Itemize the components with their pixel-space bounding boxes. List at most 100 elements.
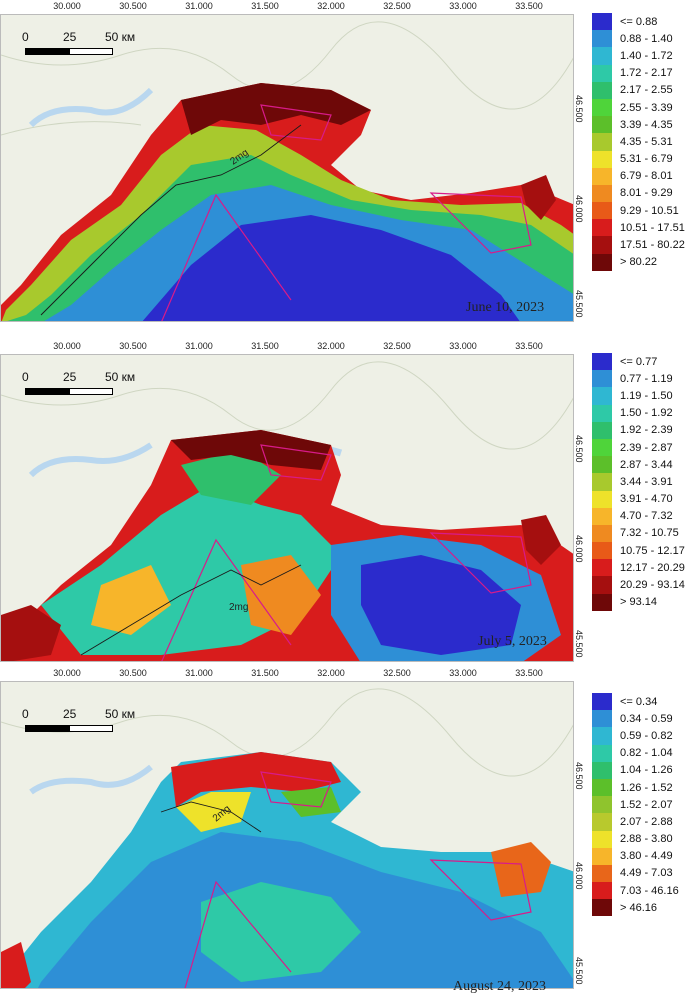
- legend-item: 4.35 - 5.31: [592, 133, 685, 151]
- bloom-high-west: [1, 942, 31, 988]
- bloom-max-west: [1, 605, 61, 661]
- legend-label: 3.80 - 4.49: [620, 850, 673, 863]
- legend-swatch: [592, 796, 612, 814]
- legend-label: 2.88 - 3.80: [620, 833, 673, 846]
- bloom-mid: [176, 792, 251, 832]
- date-label: June 10, 2023: [466, 300, 545, 315]
- legend-swatch: [592, 387, 612, 405]
- legend-item: > 46.16: [592, 899, 679, 917]
- legend-label: 0.77 - 1.19: [620, 372, 673, 385]
- legend-item: 1.26 - 1.52: [592, 778, 679, 797]
- sea-low: [142, 215, 520, 321]
- legend-label: <= 0.88: [620, 15, 658, 28]
- legend: <= 0.88 0.88 - 1.40 1.40 - 1.72 1.72 - 2…: [592, 13, 685, 271]
- protected-area-boundary: [260, 771, 332, 808]
- legend-item: 2.55 - 3.39: [592, 98, 685, 117]
- x-tick: 32.000: [317, 341, 345, 351]
- legend-swatch: [592, 370, 612, 388]
- protected-area-boundary: [161, 193, 292, 321]
- scale-end: 50 км: [105, 370, 136, 384]
- scale-zero: 0: [22, 707, 29, 721]
- legend-item: 17.51 - 80.22: [592, 236, 685, 254]
- legend-item: 5.31 - 6.79: [592, 150, 685, 168]
- y-tick: 46.000: [574, 862, 584, 890]
- legend-item: 1.19 - 1.50: [592, 387, 685, 405]
- protected-area-boundary: [260, 444, 332, 481]
- scale-zero: 0: [22, 370, 29, 384]
- legend-item: <= 0.88: [592, 13, 685, 31]
- legend-label: 2.55 - 3.39: [620, 101, 673, 114]
- legend-item: 0.82 - 1.04: [592, 744, 679, 762]
- legend-swatch: [592, 47, 612, 65]
- x-tick: 31.500: [251, 668, 279, 678]
- x-tick: 30.500: [119, 341, 147, 351]
- legend-item: 2.39 - 2.87: [592, 438, 685, 457]
- x-tick: 30.000: [53, 1, 81, 11]
- river: [29, 764, 153, 795]
- legend-label: 20.29 - 93.14: [620, 579, 685, 592]
- y-tick: 45.500: [574, 290, 584, 318]
- bloom-max-east: [521, 515, 561, 565]
- legend-swatch: [592, 116, 612, 134]
- x-tick: 31.000: [185, 341, 213, 351]
- protected-area-boundary: [184, 880, 292, 988]
- road-line: [1, 21, 573, 110]
- legend-item: 0.77 - 1.19: [592, 370, 685, 388]
- x-tick: 32.000: [317, 1, 345, 11]
- legend-item: 0.88 - 1.40: [592, 30, 685, 48]
- bloom-patch: [91, 565, 171, 635]
- river: [28, 87, 154, 128]
- legend-label: 2.07 - 2.88: [620, 815, 673, 828]
- legend-item: > 93.14: [592, 593, 685, 611]
- legend-label: > 80.22: [620, 256, 658, 269]
- legend-label: 0.34 - 0.59: [620, 712, 673, 725]
- y-tick: 45.500: [574, 957, 584, 985]
- legend-swatch: [592, 236, 612, 254]
- scale-end: 50 км: [105, 707, 136, 721]
- legend-swatch: [592, 13, 612, 31]
- scale-end: 50 км: [105, 30, 136, 44]
- legend-swatch: [592, 167, 612, 185]
- scale-mid: 25: [63, 30, 77, 44]
- legend-swatch: [592, 593, 612, 611]
- legend-swatch: [592, 813, 612, 831]
- legend-item: <= 0.34: [592, 693, 679, 711]
- legend-label: 5.31 - 6.79: [620, 153, 673, 166]
- legend-label: 12.17 - 20.29: [620, 561, 685, 574]
- legend-label: 1.19 - 1.50: [620, 389, 673, 402]
- legend-item: 1.40 - 1.72: [592, 47, 685, 65]
- legend-item: 2.07 - 2.88: [592, 813, 679, 831]
- legend-label: 3.91 - 4.70: [620, 493, 673, 506]
- contour-line: [160, 801, 262, 833]
- y-tick: 46.500: [574, 435, 584, 463]
- legend-swatch: [592, 761, 612, 779]
- map-graphic: 2mg: [1, 15, 573, 321]
- legend-label: 7.32 - 10.75: [620, 527, 679, 540]
- y-tick: 46.000: [574, 535, 584, 563]
- legend-swatch: [592, 202, 612, 220]
- legend-label: 2.17 - 2.55: [620, 84, 673, 97]
- date-label: August 24, 2023: [453, 979, 546, 994]
- legend-swatch: [592, 524, 612, 543]
- map-graphic: 2mg: [1, 355, 573, 661]
- x-tick: 33.500: [515, 341, 543, 351]
- legend-item: 3.39 - 4.35: [592, 116, 685, 134]
- legend-label: 1.92 - 2.39: [620, 424, 673, 437]
- legend-item: 1.92 - 2.39: [592, 421, 685, 439]
- legend-item: 2.87 - 3.44: [592, 456, 685, 474]
- legend-swatch: [592, 830, 612, 848]
- scale-segment-white: [69, 388, 113, 395]
- x-tick: 33.000: [449, 668, 477, 678]
- map-panel-june: 30.000 30.500 31.000 31.500 32.000 32.50…: [0, 0, 685, 333]
- date-label: July 5, 2023: [478, 634, 547, 649]
- legend-label: <= 0.34: [620, 695, 658, 708]
- legend-swatch: [592, 710, 612, 728]
- legend-swatch: [592, 438, 612, 457]
- legend-label: 3.44 - 3.91: [620, 475, 673, 488]
- legend-label: 0.82 - 1.04: [620, 747, 673, 760]
- x-tick: 33.500: [515, 668, 543, 678]
- legend-label: 1.52 - 2.07: [620, 798, 673, 811]
- bloom-mid: [181, 450, 281, 505]
- protected-area-boundary: [260, 104, 332, 141]
- legend-swatch: [592, 727, 612, 745]
